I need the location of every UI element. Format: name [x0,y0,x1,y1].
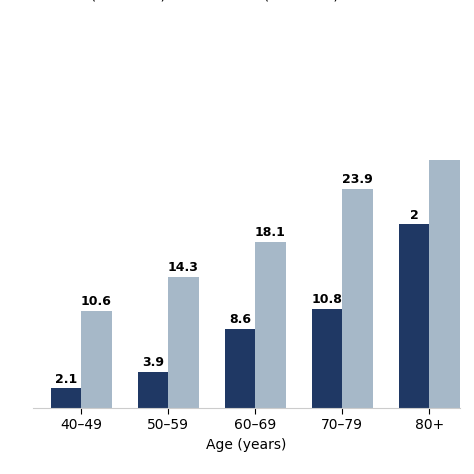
Text: 14.3: 14.3 [168,261,199,274]
Bar [342,189,373,408]
X-axis label: Age (years): Age (years) [206,438,287,452]
Text: 18.1: 18.1 [255,226,286,239]
Bar [255,242,286,408]
Bar [312,309,342,408]
Text: 2: 2 [410,209,419,222]
Bar [399,224,429,408]
Text: 2.1: 2.1 [55,373,77,386]
Bar [137,372,168,408]
Bar [168,277,199,408]
Legend: Men (n = 2612), Women (n = 3393): Men (n = 2612), Women (n = 3393) [32,0,339,2]
Text: 23.9: 23.9 [342,173,373,186]
Bar [51,388,81,408]
Text: 8.6: 8.6 [229,313,251,326]
Text: 10.6: 10.6 [81,295,112,308]
Bar [429,160,460,408]
Bar [81,310,111,408]
Text: 3.9: 3.9 [142,356,164,369]
Bar [225,329,255,408]
Text: 10.8: 10.8 [311,293,342,306]
